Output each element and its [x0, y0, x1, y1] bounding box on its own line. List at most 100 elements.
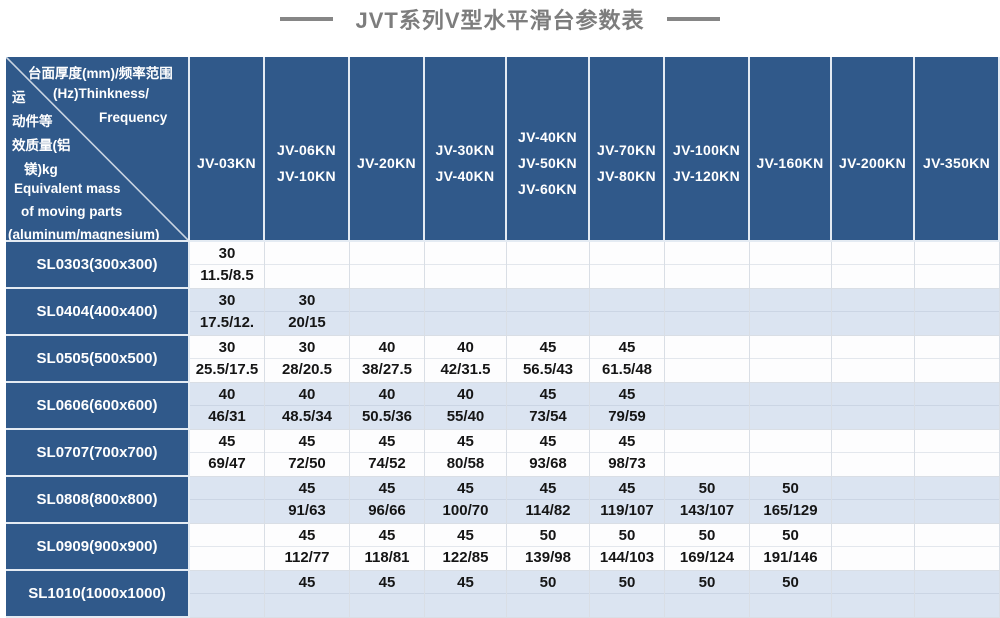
- data-cell: 45 74/52: [350, 430, 425, 477]
- thickness-value: 40: [190, 383, 264, 406]
- thickness-value: [915, 571, 999, 594]
- data-cell: [665, 336, 750, 383]
- column-header-line: JV-160KN: [756, 154, 824, 171]
- column-header: JV-200KN: [832, 57, 915, 242]
- frequency-value: [665, 406, 749, 428]
- thickness-value: [190, 477, 264, 500]
- data-cell: 45 98/73: [590, 430, 665, 477]
- frequency-value: 72/50: [288, 455, 326, 472]
- thickness-value: 40: [425, 383, 506, 406]
- frequency-value: [915, 406, 999, 428]
- frequency-value: 38/27.5: [361, 361, 413, 378]
- frequency-value: 74/52: [368, 455, 406, 472]
- thickness-value: 45: [265, 477, 349, 500]
- data-cell: [425, 242, 507, 289]
- thickness-value: 45: [350, 430, 424, 453]
- data-cell: [915, 383, 1000, 430]
- title-dash-left: [280, 17, 334, 21]
- column-header-line: JV-350KN: [923, 154, 990, 171]
- corner-label-en-4: of moving parts: [21, 204, 123, 219]
- frequency-value: 55/40: [446, 408, 485, 425]
- thickness-value: 50: [750, 477, 831, 500]
- data-cell: 40 38/27.5: [350, 336, 425, 383]
- corner-label-en-1: (Hz)Thinkness/: [53, 86, 150, 101]
- data-cell: 30 17.5/12.: [190, 289, 265, 336]
- frequency-value: [665, 312, 749, 334]
- data-cell: [425, 289, 507, 336]
- thickness-value: [915, 477, 999, 500]
- frequency-value: 46/31: [208, 408, 246, 425]
- frequency-value: [750, 453, 831, 475]
- frequency-value: [915, 594, 999, 616]
- thickness-value: 45: [590, 477, 664, 500]
- title-dash-right: [666, 17, 720, 21]
- thickness-value: [190, 524, 264, 547]
- data-cell: 45 96/66: [350, 477, 425, 524]
- thickness-value: [590, 242, 664, 265]
- data-cell: 30 25.5/17.5: [190, 336, 265, 383]
- thickness-value: 50: [665, 571, 749, 594]
- frequency-value: [832, 265, 914, 287]
- row-header: SL0808(800x800): [6, 477, 190, 524]
- data-cell: 50 144/103: [590, 524, 665, 571]
- data-cell: 50 143/107: [665, 477, 750, 524]
- frequency-value: [915, 547, 999, 569]
- data-cell: [915, 242, 1000, 289]
- thickness-value: 50: [590, 524, 664, 547]
- thickness-value: 40: [425, 336, 506, 359]
- row-header: SL1010(1000x1000): [6, 571, 190, 618]
- thickness-value: [832, 430, 914, 453]
- thickness-value: 45: [590, 383, 664, 406]
- data-cell: [190, 477, 265, 524]
- data-cell: 50: [590, 571, 665, 618]
- frequency-value: 80/58: [446, 455, 485, 472]
- frequency-value: 96/66: [368, 502, 406, 519]
- frequency-value: [915, 453, 999, 475]
- frequency-value: [915, 312, 999, 334]
- thickness-value: 40: [350, 336, 424, 359]
- thickness-value: [507, 289, 589, 312]
- column-header: JV-100KN JV-120KN: [665, 57, 750, 242]
- data-cell: 40 55/40: [425, 383, 507, 430]
- thickness-value: 50: [507, 524, 589, 547]
- thickness-value: [665, 383, 749, 406]
- thickness-value: 45: [590, 430, 664, 453]
- thickness-value: [350, 242, 424, 265]
- frequency-value: [190, 594, 264, 616]
- thickness-value: [915, 289, 999, 312]
- frequency-value: [915, 265, 999, 287]
- column-header: JV-03KN: [190, 57, 265, 242]
- data-cell: [665, 430, 750, 477]
- page-title-row: JVT系列V型水平滑台参数表: [0, 2, 1000, 36]
- data-cell: [750, 336, 832, 383]
- corner-label-cn-4: 效质量(铝: [12, 138, 71, 153]
- column-header-line: JV-100KN: [673, 141, 740, 158]
- frequency-value: 69/47: [208, 455, 246, 472]
- data-cell: 45 56.5/43: [507, 336, 590, 383]
- thickness-value: 30: [190, 242, 264, 265]
- frequency-value: [832, 500, 914, 522]
- column-header-line: JV-60KN: [518, 180, 577, 197]
- frequency-value: [507, 265, 589, 287]
- data-cell: 50 165/129: [750, 477, 832, 524]
- thickness-value: 45: [265, 571, 349, 594]
- column-header-line: JV-120KN: [673, 167, 740, 184]
- data-cell: [665, 383, 750, 430]
- data-cell: 45 80/58: [425, 430, 507, 477]
- thickness-value: [750, 430, 831, 453]
- frequency-value: 61.5/48: [601, 361, 653, 378]
- data-cell: 40 48.5/34: [265, 383, 350, 430]
- data-cell: [750, 430, 832, 477]
- frequency-value: [665, 594, 749, 616]
- frequency-value: [507, 594, 589, 616]
- thickness-value: 30: [190, 289, 264, 312]
- thickness-value: [665, 336, 749, 359]
- parameter-table: 台面厚度(mm)/频率范围 运 (Hz)Thinkness/ 动件等 Frequ…: [6, 57, 1000, 618]
- frequency-value: 112/77: [284, 549, 330, 566]
- thickness-value: 50: [750, 524, 831, 547]
- column-header-line: JV-10KN: [277, 167, 336, 184]
- frequency-value: [265, 594, 349, 616]
- frequency-value: [915, 500, 999, 522]
- thickness-value: 45: [425, 571, 506, 594]
- thickness-value: [832, 336, 914, 359]
